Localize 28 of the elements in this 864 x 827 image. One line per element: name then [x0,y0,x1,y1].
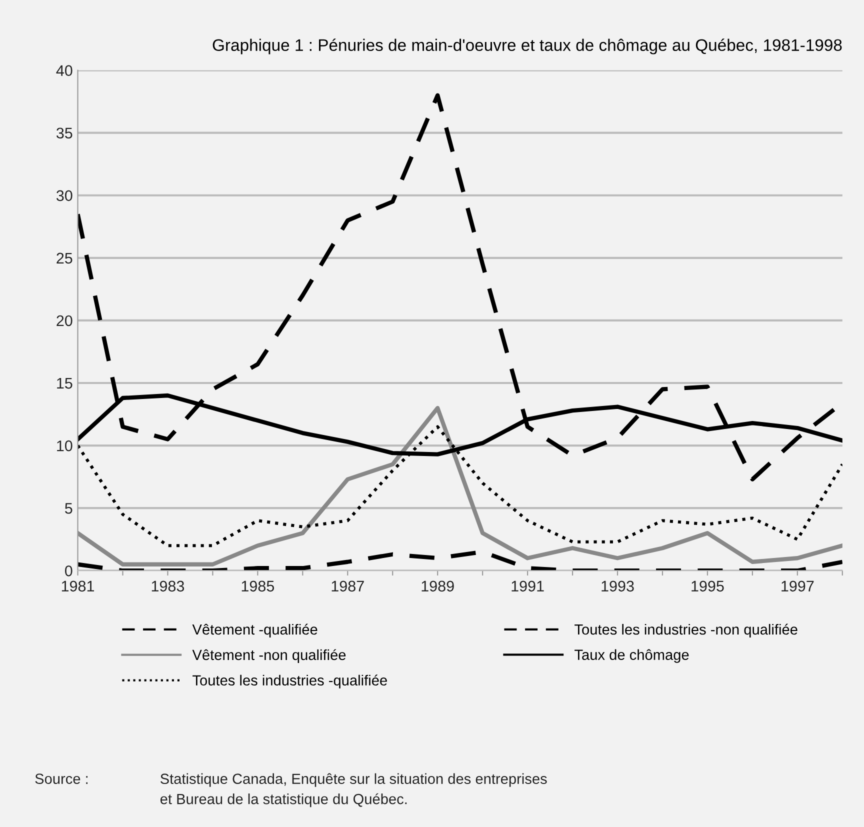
x-tick-label: 1989 [422,580,454,592]
legend-label: Toutes les industries -non qualifiée [574,624,798,638]
legend-label: Vêtement -non qualifiée [192,649,346,663]
legend-label: Toutes les industries -qualifiée [192,674,387,688]
y-tick-label: 0 [65,566,72,576]
y-tick-label: 25 [56,252,72,264]
source-note: Source : [35,774,88,784]
y-tick-label: 20 [56,315,72,326]
y-tick-label: 40 [56,65,72,76]
x-tick-label: 1997 [782,580,814,592]
x-tick-label: 1987 [332,580,364,592]
x-tick-label: 1981 [62,580,94,592]
chart-title: Graphique 1 : Pénuries de main-d'oeuvre et taux de chômage au Québec, 1981-1998 [212,38,842,54]
y-tick-label: 35 [56,128,72,139]
text: Statistique Canada, Enquête sur la situation des entreprises et Bureau de la statistique du Québec. [160,773,547,808]
x-tick-label: 1991 [512,580,544,592]
x-tick-label: 1985 [242,580,274,592]
y-tick-label: 10 [57,440,72,452]
x-tick-label: 1983 [152,580,184,592]
line-series [78,550,842,571]
y-tick-label: 5 [65,503,72,514]
line-series [78,406,842,566]
y-tick-label: 30 [56,190,72,202]
legend-label: Taux de chômage [574,649,689,663]
x-tick-label: 1993 [602,580,634,592]
legend-label: Vêtement -qualifiée [192,624,318,638]
y-tick-label: 15 [57,378,72,389]
x-tick-label: 1995 [692,580,724,592]
